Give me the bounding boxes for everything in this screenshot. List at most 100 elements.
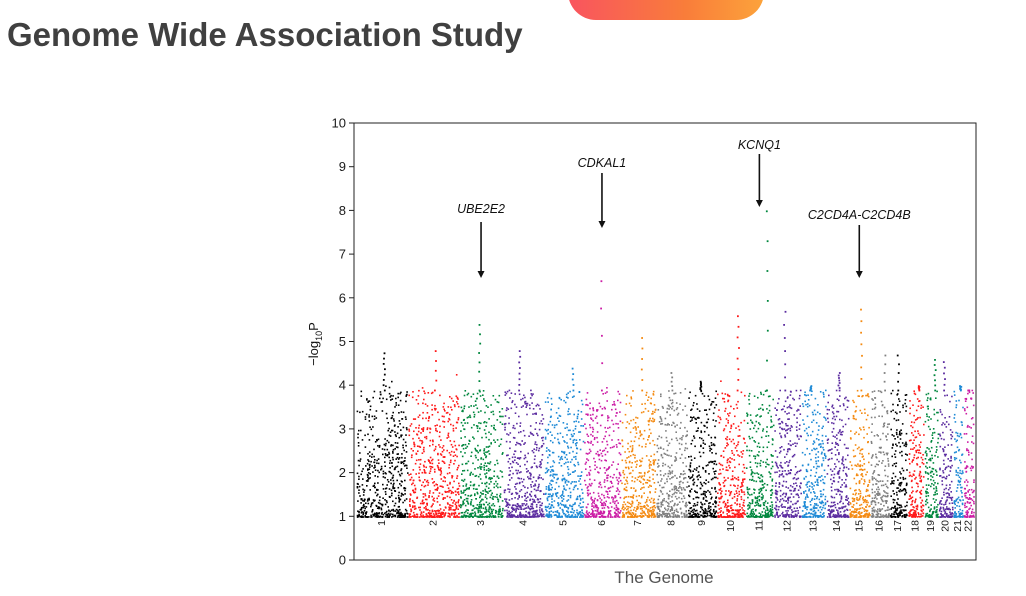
snp-point <box>688 397 690 399</box>
snp-point <box>628 516 631 518</box>
snp-point <box>630 513 632 516</box>
snp-point <box>762 428 765 430</box>
snp-point <box>654 409 657 411</box>
snp-point <box>674 514 677 516</box>
snp-point <box>423 390 425 393</box>
snp-point <box>376 505 378 507</box>
snp-point <box>619 474 622 477</box>
snp-point <box>529 494 531 496</box>
snp-point <box>435 427 437 430</box>
snp-point <box>676 477 678 479</box>
snp-point-peak <box>518 350 521 352</box>
snp-point <box>466 445 469 448</box>
snp-point <box>664 473 667 475</box>
snp-point <box>744 442 746 444</box>
snp-point <box>464 422 466 424</box>
snp-point <box>648 476 651 479</box>
snp-point <box>388 453 391 455</box>
snp-point <box>572 439 575 442</box>
snp-point <box>382 488 385 490</box>
snp-point <box>703 511 705 513</box>
snp-point <box>473 405 475 407</box>
snp-point <box>525 503 528 505</box>
snp-point <box>697 496 700 499</box>
snp-point <box>632 469 634 472</box>
snp-point <box>762 393 765 396</box>
snp-point <box>722 429 725 432</box>
snp-point <box>581 509 583 512</box>
snp-point <box>660 454 663 457</box>
snp-point <box>466 422 469 424</box>
snp-point <box>656 514 658 516</box>
snp-point <box>682 495 685 497</box>
snp-point <box>609 510 612 512</box>
snp-point <box>598 495 600 497</box>
snp-point <box>375 514 377 517</box>
snp-point <box>559 495 562 497</box>
snp-point <box>414 487 417 490</box>
snp-point <box>455 374 458 376</box>
snp-point <box>657 481 659 484</box>
snp-point <box>764 515 767 517</box>
snp-point <box>675 437 678 439</box>
snp-point <box>734 415 736 418</box>
snp-point <box>362 499 364 502</box>
snp-point <box>521 496 523 498</box>
snp-point <box>460 430 462 432</box>
snp-point <box>473 413 476 416</box>
snp-point <box>557 497 560 499</box>
snp-point <box>800 435 802 438</box>
snp-point <box>564 441 566 443</box>
snp-point <box>386 454 389 457</box>
snp-point <box>561 516 563 518</box>
snp-point <box>750 469 753 471</box>
snp-point <box>629 472 632 474</box>
snp-point <box>506 502 509 504</box>
snp-point <box>546 447 548 449</box>
snp-point <box>473 437 475 440</box>
snp-point <box>760 436 763 439</box>
snp-point <box>743 493 746 496</box>
snp-point <box>367 433 369 436</box>
snp-point <box>689 462 692 464</box>
snp-point-peak <box>766 270 769 272</box>
snp-point <box>723 476 726 479</box>
snp-point <box>524 396 526 399</box>
snp-point <box>490 508 493 511</box>
snp-point <box>462 480 465 482</box>
snp-point <box>698 474 700 476</box>
snp-point <box>774 507 776 509</box>
snp-point <box>532 413 534 415</box>
snp-point <box>753 512 755 515</box>
snp-point <box>798 438 800 440</box>
snp-point <box>666 407 669 410</box>
snp-point <box>412 469 415 471</box>
snp-point <box>448 506 450 508</box>
snp-point <box>435 513 438 516</box>
snp-point <box>652 412 654 415</box>
snp-point <box>416 516 418 518</box>
snp-point <box>579 448 582 451</box>
snp-point <box>494 429 497 431</box>
snp-point <box>727 443 729 446</box>
snp-point <box>725 490 727 492</box>
snp-point <box>560 465 563 467</box>
snp-point <box>547 496 550 498</box>
snp-point <box>413 491 415 494</box>
snp-point <box>438 512 441 514</box>
snp-point <box>557 516 560 518</box>
snp-point <box>639 502 642 505</box>
snp-point <box>479 509 481 512</box>
snp-point <box>669 515 671 518</box>
snp-point <box>688 468 690 471</box>
snp-point <box>746 413 749 416</box>
snp-point <box>469 512 472 515</box>
chromosome-points-8 <box>656 372 689 518</box>
snp-point <box>742 501 745 504</box>
snp-point <box>690 476 692 479</box>
snp-point <box>424 515 426 518</box>
snp-point <box>659 509 661 512</box>
snp-point <box>457 487 460 490</box>
snp-point <box>517 477 519 479</box>
snp-point <box>750 511 752 514</box>
